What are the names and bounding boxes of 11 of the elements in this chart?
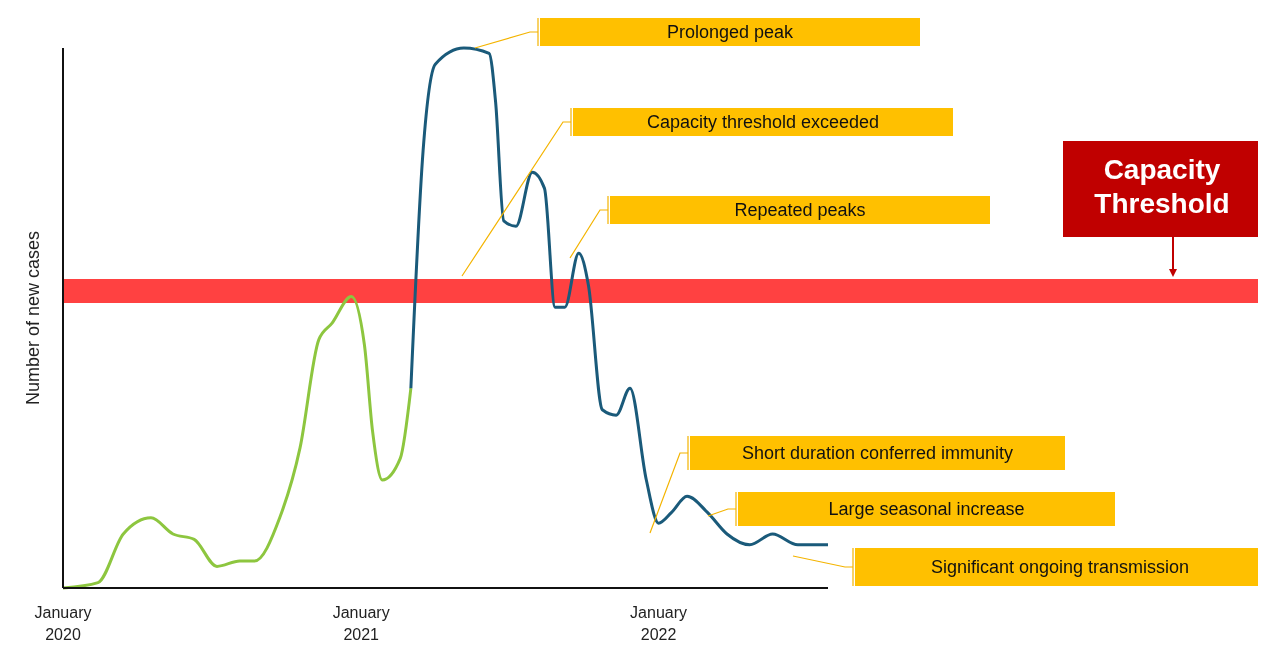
text: Significant ongoing transmission xyxy=(930,557,1190,577)
annotation: Short duration conferred immunity xyxy=(741,443,1014,463)
y-axis-title: Number of new cases xyxy=(23,230,44,406)
x-tick-label: January 2022 xyxy=(630,604,687,643)
x-tick-label: January 2020 xyxy=(34,604,92,643)
annotation: Capacity threshold exceeded xyxy=(646,112,880,132)
text: Large seasonal increase xyxy=(828,499,1025,519)
ref-line-label: Capacity Threshold xyxy=(1094,154,1230,219)
x-tick-label: January 2021 xyxy=(332,604,390,643)
text: Prolonged peak xyxy=(666,22,795,42)
annotation: Repeated peaks xyxy=(734,200,866,220)
